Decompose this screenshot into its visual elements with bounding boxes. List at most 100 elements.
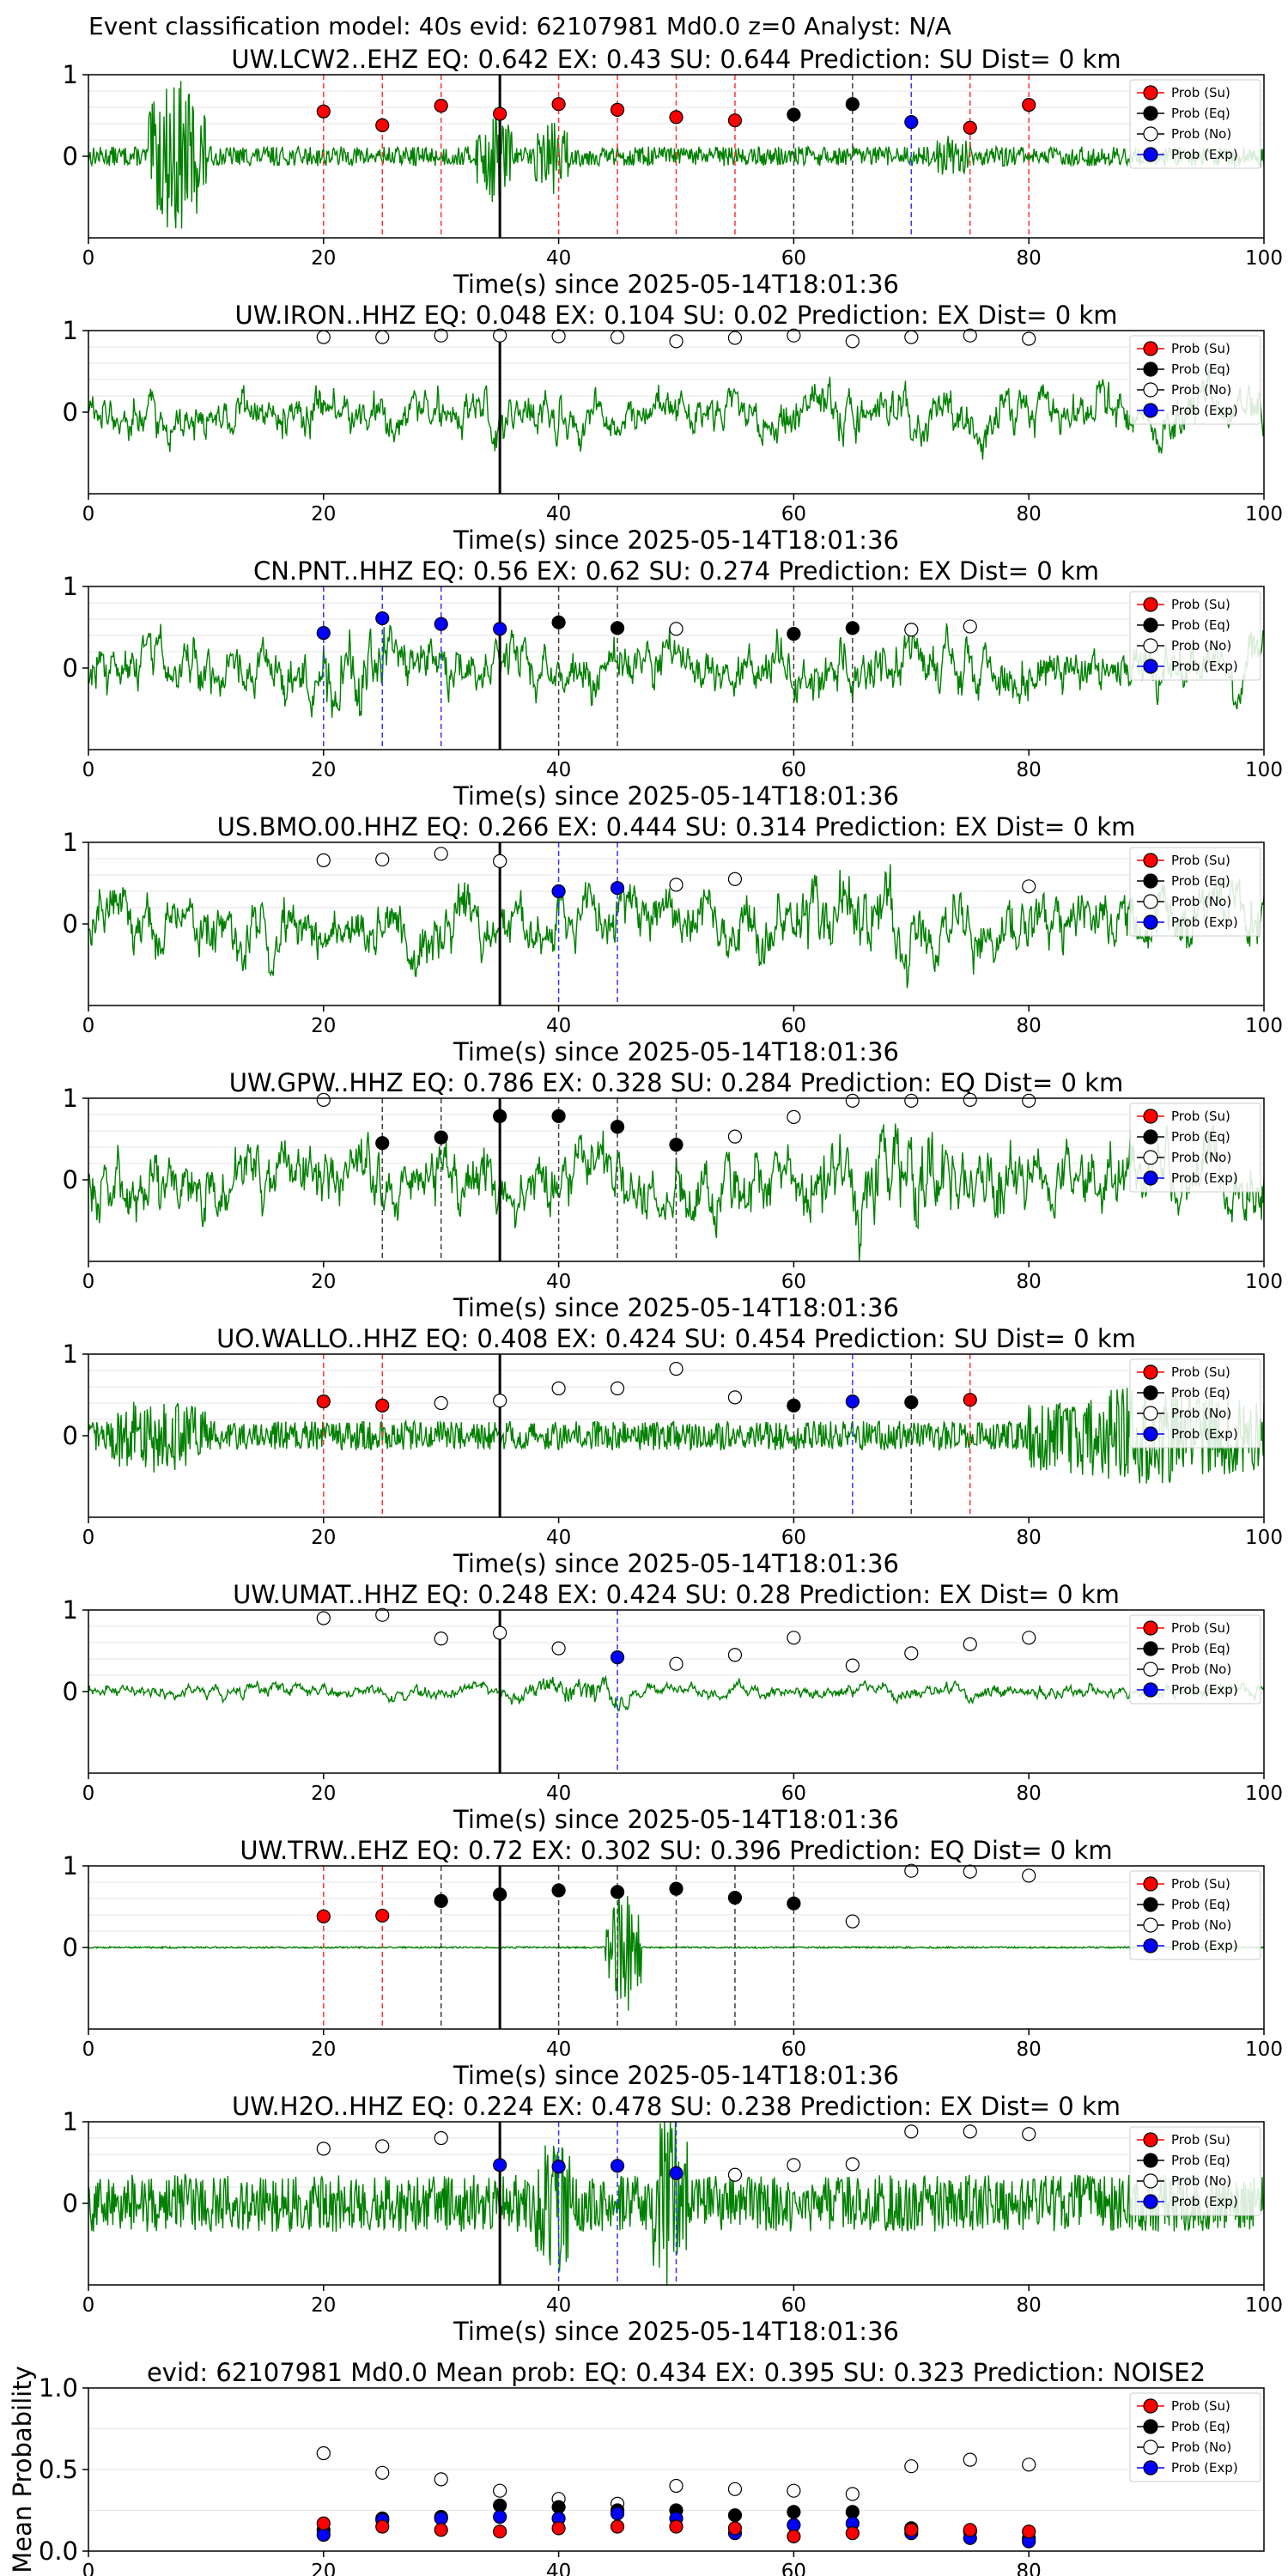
x-tick-label: 0 (82, 1783, 95, 1805)
legend-marker-no (1143, 1662, 1158, 1677)
mean-marker-su (610, 2519, 625, 2534)
legend-box (1129, 79, 1261, 169)
legend-marker-su (1143, 1876, 1158, 1892)
mean-marker-no (787, 2483, 801, 2498)
x-tick-label: 0 (82, 1015, 95, 1037)
x-tick-label: 0 (82, 2294, 95, 2317)
x-tick-label: 40 (546, 503, 571, 526)
legend-box (1129, 1103, 1261, 1193)
y-tick-label: 1 (63, 60, 78, 89)
mean-marker-eq (727, 2508, 743, 2523)
waveform-trace (88, 623, 1264, 718)
panel-title: CN.PNT..HHZ EQ: 0.56 EX: 0.62 SU: 0.274 … (253, 556, 1099, 586)
x-tick-label: 20 (311, 759, 336, 781)
panel-6: UW.UMAT..HHZ EQ: 0.248 EX: 0.424 SU: 0.2… (63, 1580, 1283, 1834)
marker-no (845, 334, 860, 349)
marker-no (434, 1631, 448, 1646)
legend-label-exp: Prob (Exp) (1171, 147, 1238, 162)
marker-no (375, 1607, 390, 1622)
x-tick-label: 60 (781, 1015, 806, 1037)
legend-marker-exp (1143, 1170, 1158, 1186)
marker-exp (316, 626, 331, 641)
y-tick-label: 0 (63, 142, 78, 171)
mean-marker-su (375, 2519, 390, 2534)
x-tick-label: 0 (82, 2561, 95, 2576)
panel-title: UW.LCW2..EHZ EQ: 0.642 EX: 0.43 SU: 0.64… (231, 45, 1121, 74)
legend-label-no: Prob (No) (1171, 382, 1231, 398)
y-tick-label: 1 (63, 316, 78, 345)
legend-marker-eq (1143, 1641, 1158, 1656)
mean-marker-su (669, 2519, 683, 2534)
mean-marker-no (963, 2452, 977, 2467)
x-tick-label: 60 (781, 247, 806, 270)
panel-title: UW.GPW..HHZ EQ: 0.786 EX: 0.328 SU: 0.28… (229, 1068, 1123, 1097)
marker-exp (669, 2166, 683, 2180)
marker-eq (610, 1120, 625, 1134)
mean-marker-no (904, 2459, 919, 2474)
marker-eq (434, 1130, 448, 1145)
marker-no (1022, 1631, 1036, 1645)
legend-label-su: Prob (Su) (1171, 2132, 1230, 2148)
x-tick-label: 60 (781, 503, 806, 526)
y-tick-label: 0 (63, 909, 78, 939)
x-tick-label: 80 (1017, 759, 1042, 781)
marker-exp (610, 1649, 625, 1665)
mean-marker-no (316, 2445, 331, 2461)
legend-marker-no (1143, 1406, 1158, 1421)
legend-marker-no (1143, 2439, 1158, 2455)
legend-label-no: Prob (No) (1171, 638, 1231, 653)
panel-7: UW.TRW..EHZ EQ: 0.72 EX: 0.302 SU: 0.396… (63, 1836, 1283, 2090)
mean-marker-no (669, 2478, 683, 2494)
y-tick-label: 0 (63, 2189, 78, 2218)
marker-eq (375, 1136, 390, 1151)
mean-marker-su (727, 2521, 743, 2536)
marker-no (1022, 1868, 1036, 1883)
x-tick-label: 80 (1017, 2294, 1042, 2317)
legend-label-exp: Prob (Exp) (1171, 2460, 1238, 2476)
legend-label-eq: Prob (Eq) (1171, 361, 1230, 377)
y-tick-label: 0 (63, 1933, 78, 1962)
marker-su (1022, 98, 1036, 112)
x-tick-label: 60 (781, 2294, 806, 2317)
x-tick-label: 60 (781, 2038, 806, 2061)
legend-marker-exp (1143, 2460, 1158, 2476)
legend-label-eq: Prob (Eq) (1171, 617, 1230, 633)
legend-label-exp: Prob (Exp) (1171, 1170, 1238, 1186)
y-tick-label: 0 (63, 653, 78, 683)
legend-marker-su (1143, 853, 1158, 868)
marker-su (375, 1908, 390, 1923)
legend-marker-exp (1143, 659, 1158, 674)
marker-no (904, 1093, 919, 1108)
legend-marker-su (1143, 2398, 1158, 2414)
x-tick-label: 20 (311, 1271, 336, 1293)
x-axis-label: Time(s) since 2025-05-14T18:01:36 (453, 526, 899, 555)
marker-exp (610, 881, 625, 896)
x-tick-label: 20 (311, 1527, 336, 1549)
x-axis-label: Time(s) since 2025-05-14T18:01:36 (453, 270, 899, 299)
x-tick-label: 80 (1017, 2561, 1042, 2576)
mean-marker-su (845, 2526, 860, 2541)
marker-no (904, 2124, 919, 2139)
marker-no (669, 622, 683, 636)
x-tick-label: 100 (1245, 247, 1283, 270)
legend-label-no: Prob (No) (1171, 894, 1231, 909)
legend-marker-eq (1143, 1897, 1158, 1912)
legend-box (1129, 2126, 1261, 2216)
marker-no (375, 852, 390, 867)
panel-9: evid: 62107981 Md0.0 Mean prob: EQ: 0.43… (8, 2358, 1265, 2576)
marker-exp (493, 2158, 507, 2172)
legend-label-exp: Prob (Exp) (1171, 1682, 1238, 1698)
legend-label-su: Prob (Su) (1171, 341, 1230, 356)
marker-eq (845, 97, 860, 112)
marker-no (727, 1129, 743, 1144)
x-tick-label: 40 (546, 1015, 571, 1037)
mean-marker-no (375, 2465, 390, 2480)
marker-exp (610, 2159, 625, 2173)
x-tick-label: 80 (1017, 2038, 1042, 2061)
y-tick-label: 0 (63, 398, 78, 427)
marker-no (845, 2157, 860, 2172)
legend-label-eq: Prob (Eq) (1171, 1385, 1230, 1400)
marker-eq (787, 107, 801, 122)
x-tick-label: 40 (546, 1271, 571, 1293)
legend-marker-no (1143, 2173, 1158, 2189)
